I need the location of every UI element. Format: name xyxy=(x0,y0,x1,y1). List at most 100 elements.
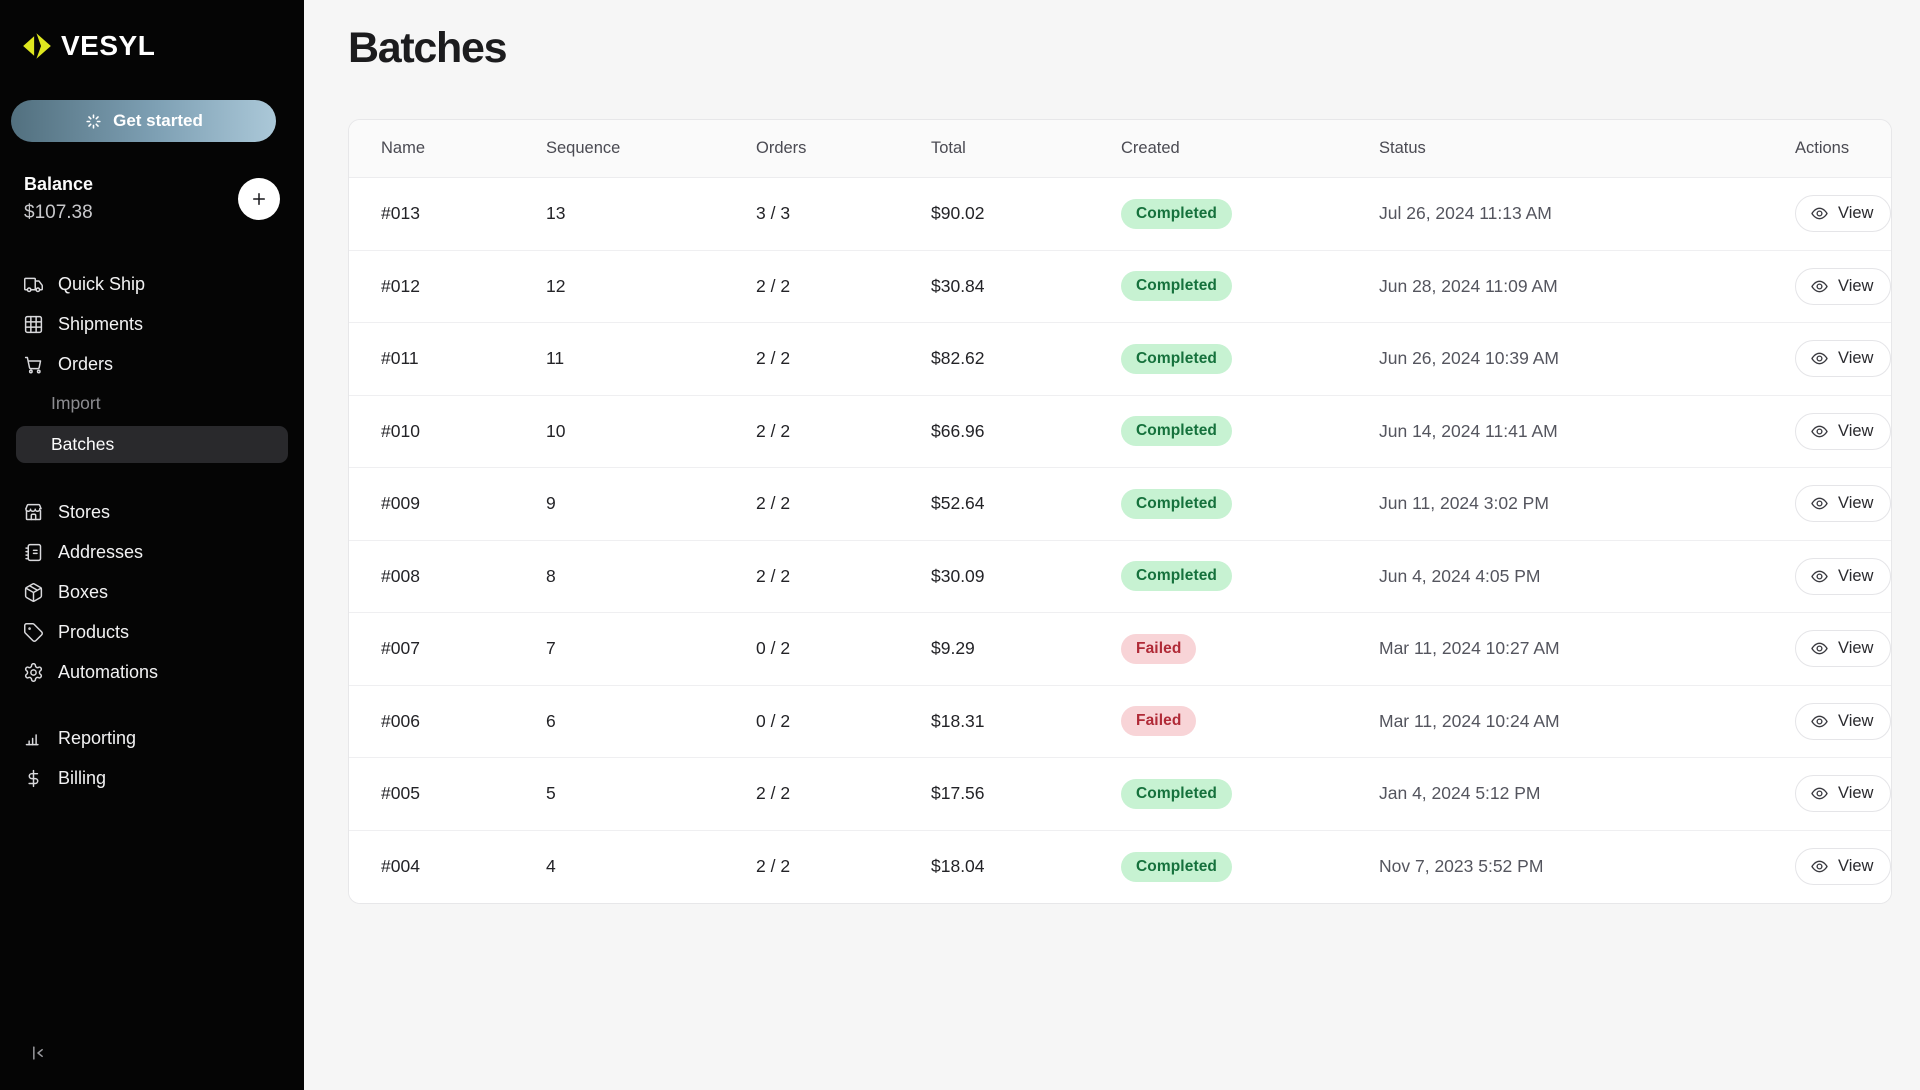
table-row: #008 8 2 / 2 $30.09 Completed Jun 4, 202… xyxy=(349,540,1892,613)
sidebar-item-billing[interactable]: Billing xyxy=(0,758,304,798)
batch-sequence: 7 xyxy=(546,638,556,659)
batch-total: $66.96 xyxy=(931,420,985,441)
batch-name: #006 xyxy=(381,710,420,731)
view-button[interactable]: View xyxy=(1795,485,1892,523)
view-label: View xyxy=(1838,494,1874,513)
batch-created-date: Mar 11, 2024 10:24 AM xyxy=(1379,710,1560,731)
cart-icon xyxy=(22,353,44,375)
page-title: Batches xyxy=(348,24,508,72)
batch-name: #013 xyxy=(381,203,420,224)
batch-orders: 0 / 2 xyxy=(756,710,791,731)
batch-orders: 2 / 2 xyxy=(756,275,791,296)
batch-created-date: Mar 11, 2024 10:27 AM xyxy=(1379,638,1560,659)
batch-total: $18.04 xyxy=(931,856,985,877)
column-header-sequence: Sequence xyxy=(546,139,621,157)
batch-orders: 2 / 2 xyxy=(756,420,791,441)
view-button[interactable]: View xyxy=(1795,848,1892,886)
batch-total: $90.02 xyxy=(931,203,985,224)
vesyl-diamond-icon xyxy=(23,33,51,59)
batch-sequence: 12 xyxy=(546,275,566,296)
sidebar-item-quick-ship[interactable]: Quick Ship xyxy=(0,264,304,304)
batch-sequence: 8 xyxy=(546,565,556,586)
sidebar-item-import[interactable]: Import xyxy=(51,393,101,413)
view-button[interactable]: View xyxy=(1795,412,1892,450)
view-button[interactable]: View xyxy=(1795,195,1892,233)
batch-orders: 2 / 2 xyxy=(756,856,791,877)
sidebar-item-batches[interactable]: Batches xyxy=(16,426,288,463)
sidebar-item-label: Products xyxy=(58,621,130,642)
view-label: View xyxy=(1838,566,1874,585)
batch-created-date: Jan 4, 2024 5:12 PM xyxy=(1379,783,1541,804)
status-badge: Completed xyxy=(1121,778,1232,809)
sidebar-item-label: Addresses xyxy=(58,541,144,562)
batch-name: #009 xyxy=(381,493,420,514)
grid-icon xyxy=(22,313,44,335)
view-button[interactable]: View xyxy=(1795,630,1892,668)
status-badge: Completed xyxy=(1121,271,1232,302)
tag-icon xyxy=(22,621,44,643)
sidebar-item-shipments[interactable]: Shipments xyxy=(0,304,304,344)
sidebar-item-label: Reporting xyxy=(58,727,137,748)
batch-created-date: Jul 26, 2024 11:13 AM xyxy=(1379,203,1552,224)
column-header-total: Total xyxy=(931,139,966,157)
status-badge: Failed xyxy=(1121,706,1197,737)
table-row: #010 10 2 / 2 $66.96 Completed Jun 14, 2… xyxy=(349,395,1892,468)
batch-created-date: Jun 28, 2024 11:09 AM xyxy=(1379,275,1558,296)
batch-sequence: 13 xyxy=(546,203,566,224)
batch-total: $30.09 xyxy=(931,565,985,586)
sidebar-item-addresses[interactable]: Addresses xyxy=(0,532,304,572)
batch-sequence: 10 xyxy=(546,420,566,441)
batch-created-date: Jun 4, 2024 4:05 PM xyxy=(1379,565,1541,586)
column-header-created: Created xyxy=(1121,139,1180,157)
batch-created-date: Jun 26, 2024 10:39 AM xyxy=(1379,348,1559,369)
collapse-sidebar-button[interactable] xyxy=(24,1040,52,1068)
batch-name: #005 xyxy=(381,783,420,804)
batch-total: $82.62 xyxy=(931,348,985,369)
sidebar-item-label: Billing xyxy=(58,767,107,788)
view-label: View xyxy=(1838,639,1874,658)
status-badge: Completed xyxy=(1121,416,1232,447)
sidebar-item-orders[interactable]: Orders xyxy=(0,344,304,384)
view-label: View xyxy=(1838,276,1874,295)
column-header-name: Name xyxy=(381,139,426,157)
table-row: #009 9 2 / 2 $52.64 Completed Jun 11, 20… xyxy=(349,468,1892,541)
nav-section-gap xyxy=(0,692,304,718)
sidebar-item-label: Boxes xyxy=(58,581,109,602)
nav-section-gap xyxy=(0,466,304,492)
status-badge: Failed xyxy=(1121,633,1197,664)
table-row: #005 5 2 / 2 $17.56 Completed Jan 4, 202… xyxy=(349,758,1892,831)
status-badge: Completed xyxy=(1121,561,1232,592)
sidebar-item-reporting[interactable]: Reporting xyxy=(0,718,304,758)
table-row: #013 13 3 / 3 $90.02 Completed Jul 26, 2… xyxy=(349,178,1892,251)
table-row: #011 11 2 / 2 $82.62 Completed Jun 26, 2… xyxy=(349,323,1892,396)
get-started-button[interactable]: Get started xyxy=(11,100,276,142)
view-label: View xyxy=(1838,784,1874,803)
eye-icon xyxy=(1811,280,1828,293)
table-row: #007 7 0 / 2 $9.29 Failed Mar 11, 2024 1… xyxy=(349,613,1892,686)
sparkle-icon xyxy=(86,113,101,129)
batch-orders: 2 / 2 xyxy=(756,565,791,586)
sidebar-item-boxes[interactable]: Boxes xyxy=(0,572,304,612)
package-icon xyxy=(22,581,44,603)
view-button[interactable]: View xyxy=(1795,340,1892,378)
sidebar-item-stores[interactable]: Stores xyxy=(0,492,304,532)
add-funds-button[interactable] xyxy=(238,178,280,220)
batch-name: #010 xyxy=(381,420,420,441)
dollar-icon xyxy=(22,767,44,789)
view-button[interactable]: View xyxy=(1795,267,1892,305)
status-badge: Completed xyxy=(1121,488,1232,519)
view-button[interactable]: View xyxy=(1795,557,1892,595)
view-button[interactable]: View xyxy=(1795,775,1892,813)
main-content: Batches Name Sequence Orders Total Creat… xyxy=(304,0,1920,1090)
view-label: View xyxy=(1838,711,1874,730)
view-button[interactable]: View xyxy=(1795,702,1892,740)
column-header-status: Status xyxy=(1379,139,1426,157)
view-label: View xyxy=(1838,857,1874,876)
batch-name: #004 xyxy=(381,856,420,877)
batch-sequence: 9 xyxy=(546,493,556,514)
sidebar-item-automations[interactable]: Automations xyxy=(0,652,304,692)
sidebar-item-products[interactable]: Products xyxy=(0,612,304,652)
balance-section: Balance $107.38 xyxy=(24,174,280,224)
brand-name: VESYL xyxy=(61,30,156,61)
sidebar-item-label: Stores xyxy=(58,501,111,522)
